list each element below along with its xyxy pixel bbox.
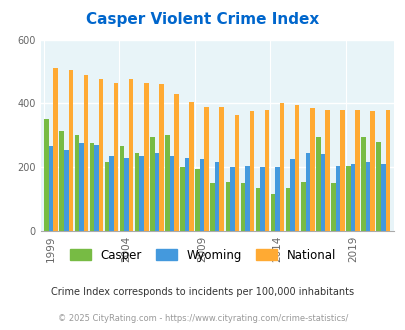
Bar — [350, 164, 354, 231]
Bar — [113, 82, 118, 231]
Bar — [53, 68, 58, 231]
Bar — [44, 119, 49, 231]
Bar — [195, 169, 199, 231]
Bar — [255, 188, 260, 231]
Bar — [139, 156, 144, 231]
Bar — [305, 153, 309, 231]
Bar — [184, 158, 189, 231]
Bar — [94, 145, 98, 231]
Bar — [150, 137, 154, 231]
Bar — [270, 194, 275, 231]
Bar — [98, 80, 103, 231]
Bar — [219, 107, 224, 231]
Bar — [324, 110, 329, 231]
Bar — [264, 110, 269, 231]
Text: Casper Violent Crime Index: Casper Violent Crime Index — [86, 12, 319, 27]
Bar — [210, 183, 214, 231]
Bar — [104, 162, 109, 231]
Bar — [365, 162, 369, 231]
Bar — [159, 84, 163, 231]
Bar — [134, 153, 139, 231]
Bar — [339, 110, 344, 231]
Bar — [83, 75, 88, 231]
Bar — [234, 115, 239, 231]
Bar — [214, 162, 219, 231]
Bar — [345, 166, 350, 231]
Bar — [245, 166, 249, 231]
Bar — [369, 112, 374, 231]
Bar — [119, 147, 124, 231]
Bar — [109, 156, 113, 231]
Bar — [79, 143, 83, 231]
Bar — [294, 105, 299, 231]
Bar — [260, 167, 264, 231]
Bar — [240, 183, 245, 231]
Bar — [68, 70, 73, 231]
Bar — [124, 158, 129, 231]
Bar — [169, 156, 174, 231]
Bar — [189, 102, 193, 231]
Bar — [279, 103, 283, 231]
Bar — [330, 183, 335, 231]
Bar — [375, 142, 380, 231]
Bar — [290, 159, 294, 231]
Bar — [249, 112, 254, 231]
Bar — [320, 154, 324, 231]
Bar — [90, 143, 94, 231]
Bar — [180, 167, 184, 231]
Bar — [354, 110, 359, 231]
Bar — [204, 107, 209, 231]
Bar — [129, 80, 133, 231]
Bar — [225, 182, 230, 231]
Bar — [59, 130, 64, 231]
Bar — [154, 153, 159, 231]
Bar — [75, 135, 79, 231]
Bar — [165, 135, 169, 231]
Bar — [64, 150, 68, 231]
Bar — [380, 164, 385, 231]
Text: Crime Index corresponds to incidents per 100,000 inhabitants: Crime Index corresponds to incidents per… — [51, 287, 354, 297]
Bar — [300, 182, 305, 231]
Bar — [360, 137, 365, 231]
Bar — [275, 167, 279, 231]
Text: © 2025 CityRating.com - https://www.cityrating.com/crime-statistics/: © 2025 CityRating.com - https://www.city… — [58, 314, 347, 323]
Bar — [199, 159, 204, 231]
Bar — [174, 94, 178, 231]
Bar — [385, 110, 389, 231]
Legend: Casper, Wyoming, National: Casper, Wyoming, National — [66, 245, 339, 265]
Bar — [230, 167, 234, 231]
Bar — [49, 147, 53, 231]
Bar — [315, 137, 320, 231]
Bar — [144, 82, 148, 231]
Bar — [285, 188, 290, 231]
Bar — [335, 166, 339, 231]
Bar — [309, 108, 314, 231]
